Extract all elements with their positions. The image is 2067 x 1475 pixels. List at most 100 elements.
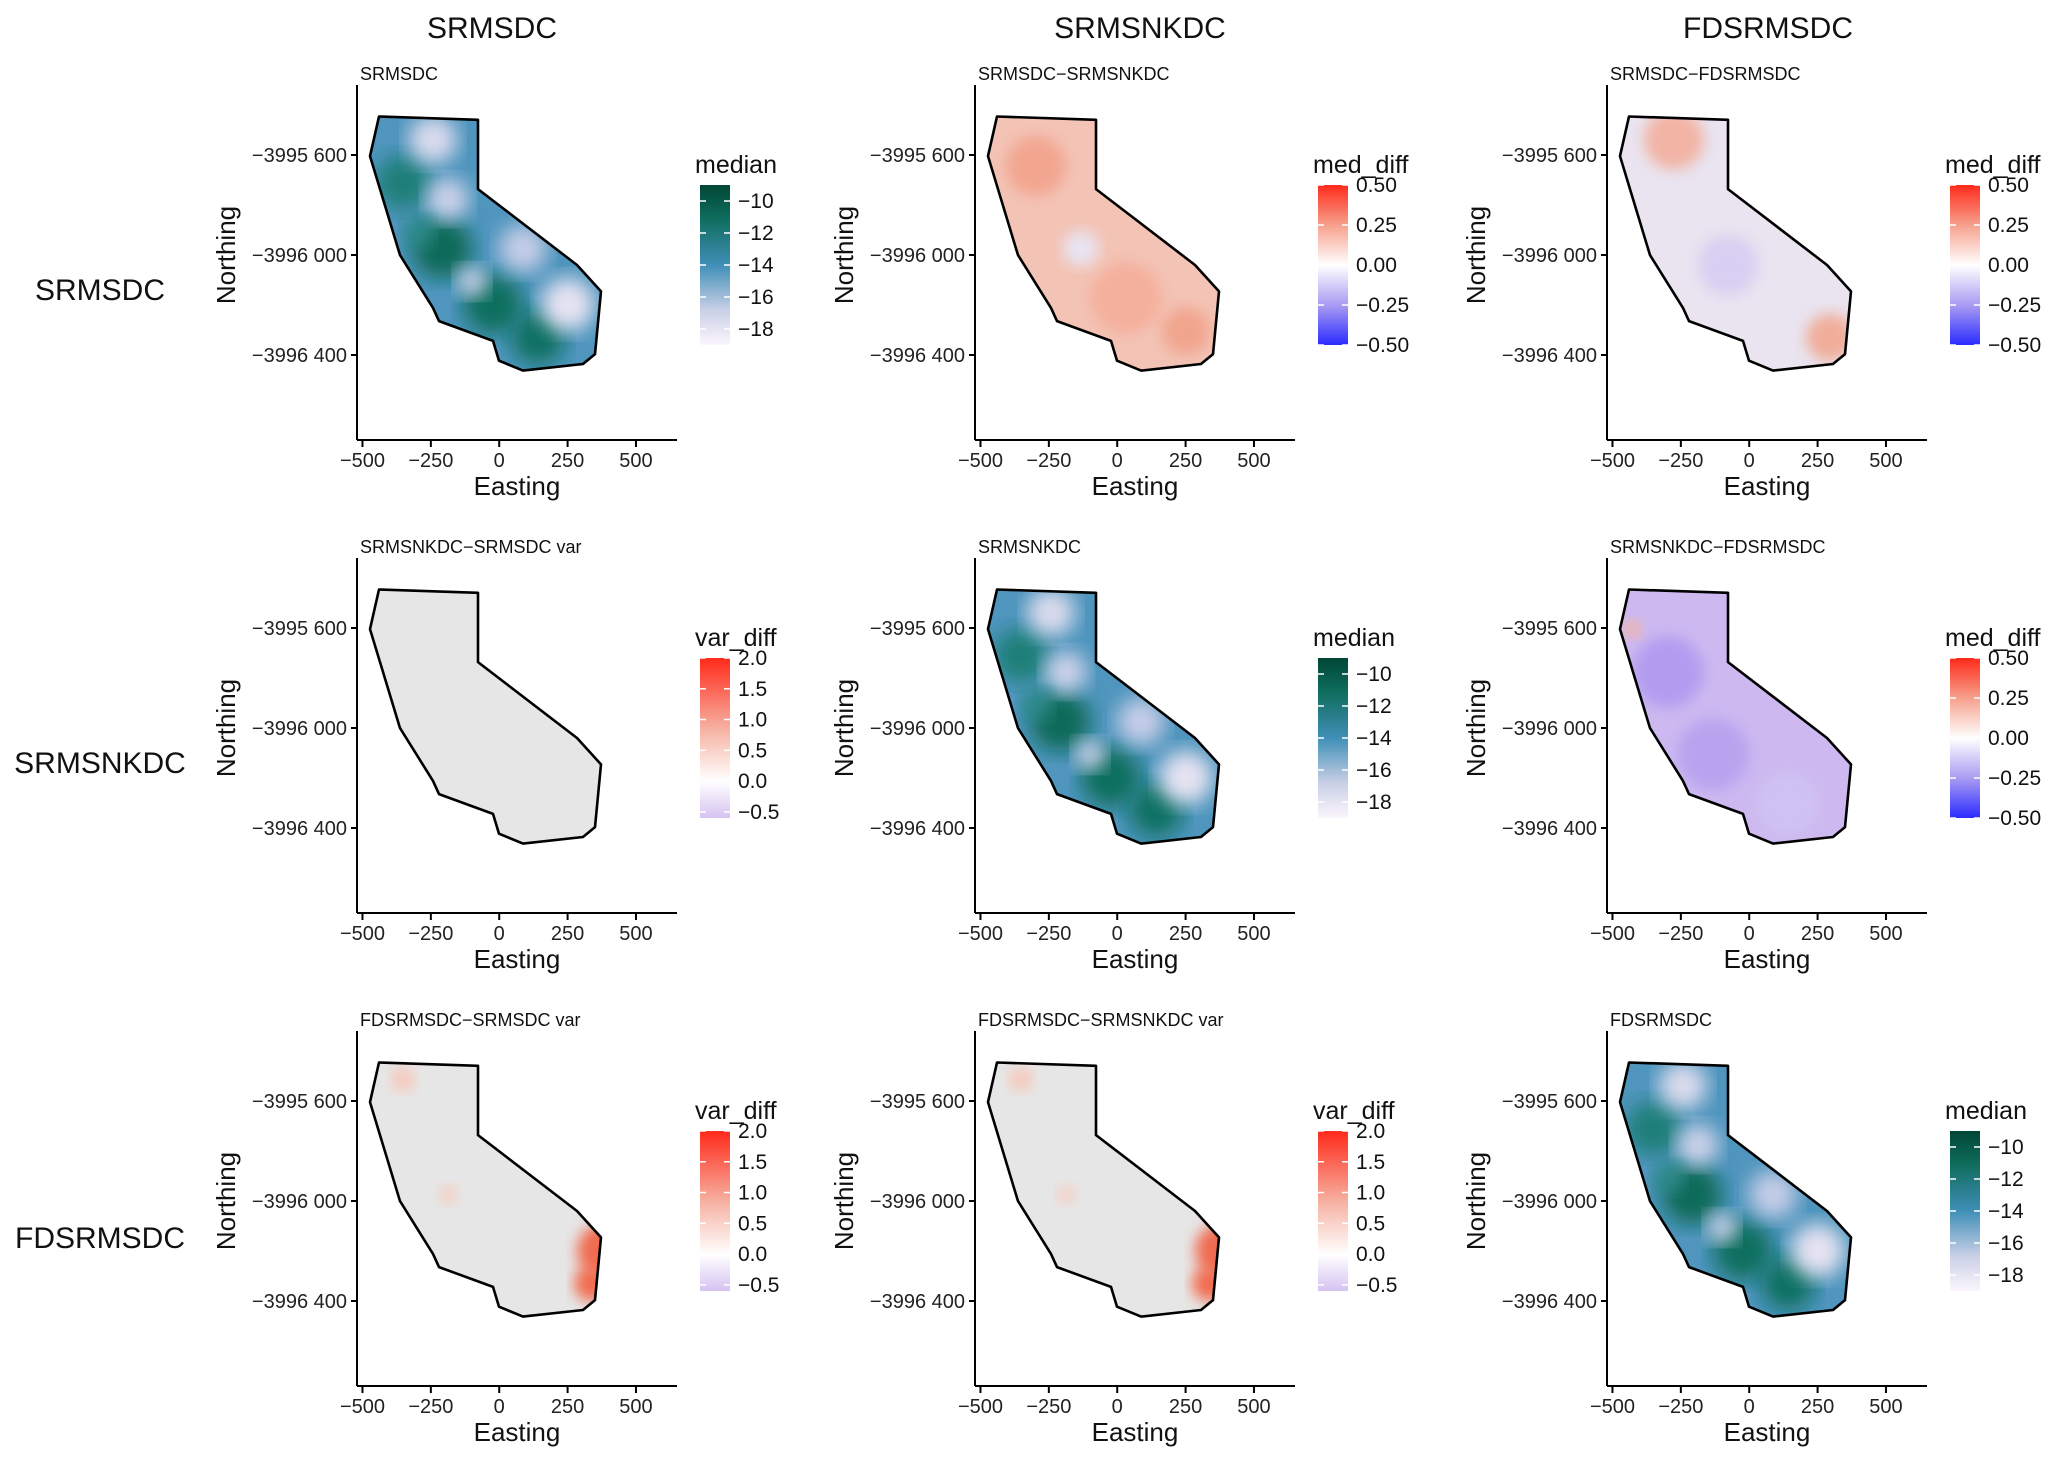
legend-tick-label: −12 — [738, 222, 774, 245]
state-outline — [368, 588, 603, 845]
map-fill — [370, 116, 601, 371]
legend-tick-label: 0.5 — [738, 1212, 767, 1235]
y-tick-label: −3996 000 — [252, 718, 347, 740]
y-tick-label: −3995 600 — [1502, 618, 1597, 640]
x-tick-label: −250 — [408, 1396, 453, 1418]
map-fill — [1620, 1062, 1851, 1317]
row-header-fdsrmsdc: FDSRMSDC — [15, 1222, 185, 1255]
panel-title: SRMSDC−SRMSNKDC — [978, 64, 1170, 84]
x-tick-label: 250 — [551, 923, 584, 945]
legend-tick-label: 1.5 — [1356, 1151, 1385, 1174]
legend-tick-label: 0.5 — [1356, 1212, 1385, 1235]
legend-tick-label: 0.25 — [1356, 214, 1397, 237]
legend-tick-label: 0.00 — [1988, 254, 2029, 277]
y-axis-label: Northing — [1461, 679, 1491, 777]
x-tick-label: −250 — [1658, 450, 1703, 472]
legend-tick-label: −10 — [1988, 1136, 2024, 1159]
legend-tick-label: −18 — [738, 318, 774, 341]
legend-tick-label: −0.50 — [1356, 334, 1409, 357]
x-tick-label: −250 — [408, 450, 453, 472]
map-fill — [1620, 589, 1851, 844]
legend-title: med_diff — [1945, 151, 2040, 179]
column-header-srmsnkdc: SRMSNKDC — [1054, 12, 1226, 45]
x-tick-label: 500 — [1869, 450, 1902, 472]
x-tick-label: −250 — [1026, 450, 1071, 472]
x-tick-label: 0 — [1744, 923, 1755, 945]
y-tick-label: −3996 000 — [1502, 245, 1597, 267]
state-outline — [368, 115, 603, 372]
panel-title: SRMSNKDC−FDSRMSDC — [1610, 537, 1826, 557]
panel-title: FDSRMSDC−SRMSDC var — [360, 1010, 581, 1030]
legend-tick-label: 0.0 — [1356, 1243, 1385, 1266]
legend-tick-label: 0.50 — [1988, 647, 2029, 670]
x-tick-label: 250 — [1801, 923, 1834, 945]
x-tick-label: −250 — [1658, 1396, 1703, 1418]
state-outline — [1618, 588, 1853, 845]
y-tick-label: −3996 000 — [252, 245, 347, 267]
legend-tick-label: 0.25 — [1988, 214, 2029, 237]
legend-tick-label: −0.50 — [1988, 334, 2041, 357]
legend-title: median — [1945, 1097, 2027, 1125]
x-tick-label: 0 — [494, 923, 505, 945]
y-tick-label: −3996 000 — [1502, 718, 1597, 740]
y-axis-label: Northing — [211, 1152, 241, 1250]
legend-tick-label: −0.25 — [1356, 294, 1409, 317]
panel-r1c2: SRMSDC−SRMSNKDC −3995 600 −3996 000 −3996 4… — [829, 64, 1409, 501]
y-tick-label: −3996 400 — [870, 345, 965, 367]
legend-colorbar — [700, 658, 730, 818]
map-fill — [988, 589, 1219, 844]
column-header-srmsdc: SRMSDC — [427, 12, 557, 45]
state-outline — [1618, 1061, 1853, 1318]
y-axis-label: Northing — [829, 1152, 859, 1250]
x-tick-label: −500 — [1590, 1396, 1635, 1418]
legend-tick-label: −14 — [738, 254, 774, 277]
x-tick-label: −500 — [958, 923, 1003, 945]
x-tick-label: 0 — [1744, 450, 1755, 472]
x-tick-label: 500 — [619, 923, 652, 945]
x-tick-label: 0 — [494, 1396, 505, 1418]
x-tick-label: 500 — [1869, 1396, 1902, 1418]
y-tick-label: −3995 600 — [252, 145, 347, 167]
x-tick-label: −500 — [1590, 923, 1635, 945]
state-outline — [1618, 115, 1853, 372]
x-axis-label: Easting — [1092, 1417, 1179, 1447]
legend-title: median — [1313, 624, 1395, 652]
y-tick-label: −3995 600 — [252, 618, 347, 640]
legend-tick-label: −16 — [1356, 759, 1392, 782]
legend-tick-label: −0.50 — [1988, 807, 2041, 830]
row-header-srmsnkdc: SRMSNKDC — [14, 747, 186, 780]
y-tick-label: −3996 400 — [252, 1291, 347, 1313]
x-tick-label: 500 — [1237, 1396, 1270, 1418]
legend-tick-label: −14 — [1988, 1200, 2024, 1223]
y-tick-label: −3996 000 — [252, 1191, 347, 1213]
x-tick-label: −500 — [340, 450, 385, 472]
legend-tick-label: −0.5 — [738, 801, 779, 824]
y-tick-label: −3996 400 — [870, 1291, 965, 1313]
panel-title: FDSRMSDC — [1610, 1010, 1712, 1030]
legend-tick-label: 1.0 — [738, 709, 767, 732]
x-axis-label: Easting — [1724, 1417, 1811, 1447]
y-tick-label: −3996 400 — [1502, 818, 1597, 840]
y-axis-label: Northing — [829, 206, 859, 304]
legend-title: median — [695, 151, 777, 179]
panel-title: SRMSDC−FDSRMSDC — [1610, 64, 1801, 84]
x-tick-label: 0 — [1112, 923, 1123, 945]
legend-title: med_diff — [1313, 151, 1408, 179]
panel-title: FDSRMSDC−SRMSNKDC var — [978, 1010, 1224, 1030]
x-tick-label: 250 — [1169, 923, 1202, 945]
legend-tick-label: 1.0 — [738, 1182, 767, 1205]
y-tick-label: −3996 400 — [252, 345, 347, 367]
panel-title: SRMSNKDC−SRMSDC var — [360, 537, 582, 557]
y-axis-label: Northing — [1461, 206, 1491, 304]
x-tick-label: 250 — [551, 1396, 584, 1418]
state-outline — [986, 1061, 1221, 1318]
y-axis-label: Northing — [211, 206, 241, 304]
y-tick-label: −3996 400 — [252, 818, 347, 840]
legend-tick-label: −12 — [1988, 1168, 2024, 1191]
legend-tick-label: 0.0 — [738, 1243, 767, 1266]
legend-tick-label: −0.25 — [1988, 767, 2041, 790]
x-tick-label: 500 — [1869, 923, 1902, 945]
x-axis-label: Easting — [1724, 471, 1811, 501]
x-tick-label: −250 — [1026, 923, 1071, 945]
